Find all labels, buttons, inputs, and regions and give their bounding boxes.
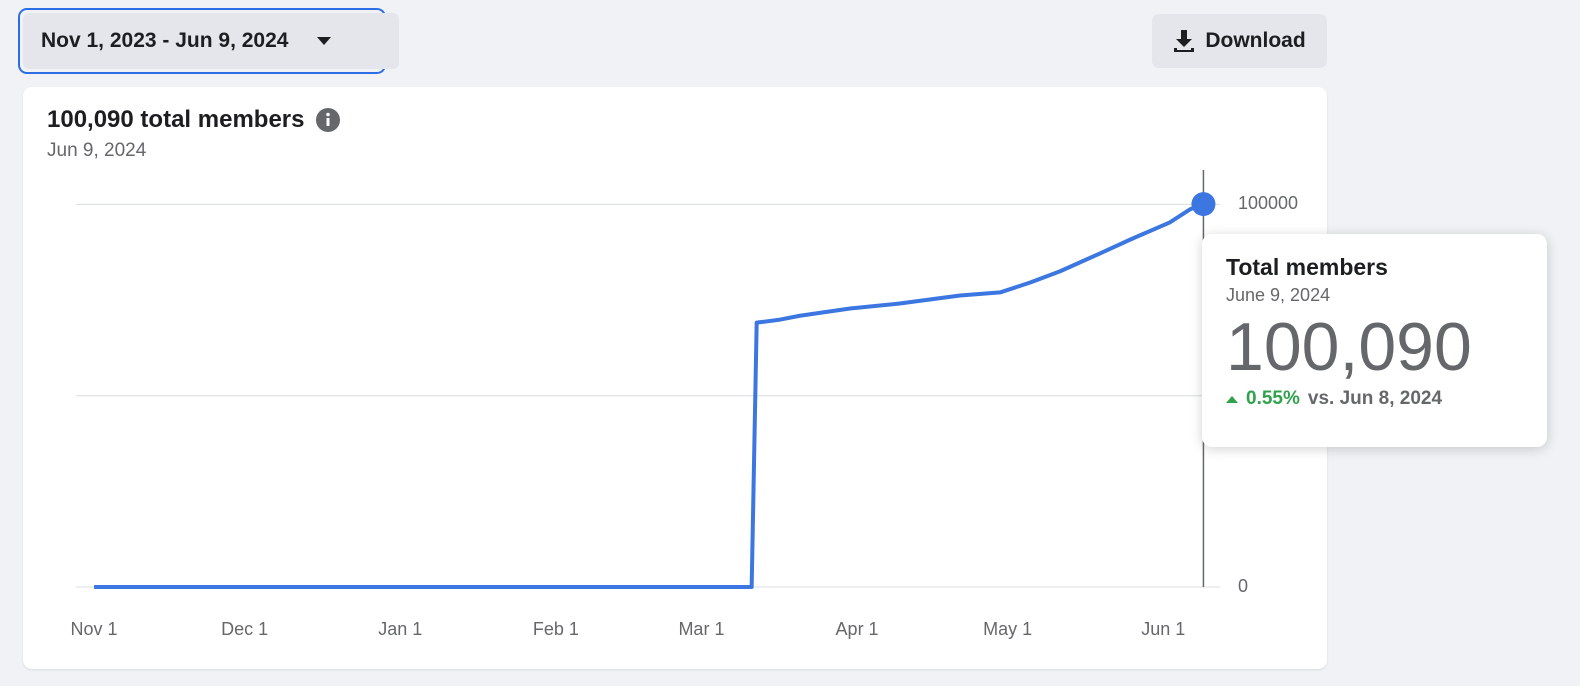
tooltip: Total members June 9, 2024 100,090 0.55%…	[1202, 234, 1547, 447]
dropdown-arrow	[317, 37, 332, 45]
y-tick-label: 0	[1238, 576, 1248, 596]
download-button[interactable]: Download	[1152, 14, 1327, 68]
chart-title-text: 100,090 total members	[47, 106, 305, 133]
download-icon	[1174, 30, 1195, 52]
download-label: Download	[1205, 29, 1306, 52]
date-range-inner: Nov 1, 2023 - Jun 9, 2024	[23, 13, 399, 69]
tooltip-compare: vs. Jun 8, 2024	[1307, 388, 1443, 409]
tooltip-value: 100,090	[1226, 309, 1472, 385]
x-tick-label: Mar 1	[678, 619, 724, 639]
chart-title: 100,090 total members	[47, 106, 341, 134]
date-range-text: Nov 1, 2023 - Jun 9, 2024	[41, 29, 289, 52]
highlight-point	[1191, 192, 1216, 217]
line	[94, 202, 1205, 589]
info-icon[interactable]	[316, 108, 341, 132]
chart-card	[23, 87, 1327, 669]
x-tick-label: Nov 1	[71, 619, 118, 639]
date-range-button[interactable]: Nov 1, 2023 - Jun 9, 2024	[18, 8, 399, 74]
x-tick-label: Apr 1	[836, 619, 879, 639]
chart-subtitle: Jun 9, 2024	[47, 140, 147, 161]
x-tick-label: Jun 1	[1141, 619, 1185, 639]
up-arrow	[1226, 396, 1238, 403]
x-tick-label: May 1	[983, 619, 1032, 639]
y-tick-label: 100000	[1238, 193, 1298, 213]
tooltip-change-value: 0.55%	[1246, 388, 1300, 409]
x-tick-label: Jan 1	[378, 619, 422, 639]
tooltip-date: June 9, 2024	[1226, 285, 1331, 305]
tooltip-title: Total members	[1226, 254, 1388, 280]
tooltip-change: 0.55% vs. Jun 8, 2024	[1226, 388, 1523, 410]
x-tick-label: Feb 1	[533, 619, 579, 639]
x-tick-label: Dec 1	[221, 619, 268, 639]
